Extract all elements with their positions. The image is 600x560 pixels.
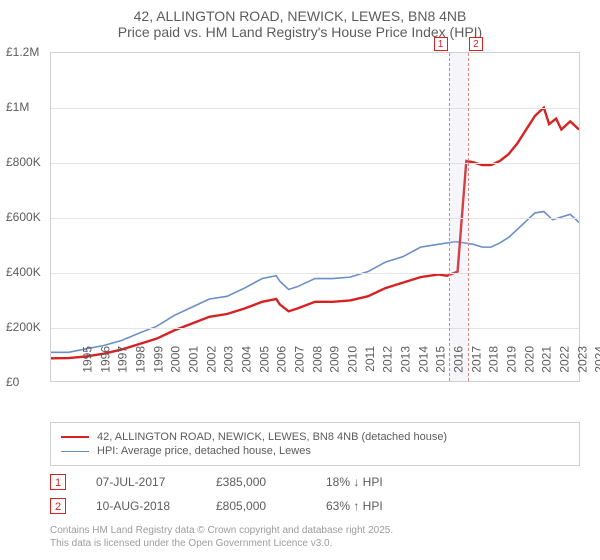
x-axis-label: 2014 [416,346,430,373]
x-axis-label: 2023 [575,346,589,373]
x-axis-label: 1997 [116,346,130,373]
y-axis-label: £200K [6,320,41,334]
sale-date: 10-AUG-2018 [96,499,186,513]
legend-label: 42, ALLINGTON ROAD, NEWICK, LEWES, BN8 4… [97,431,447,443]
x-axis-label: 1996 [98,346,112,373]
x-axis-label: 1999 [151,346,165,373]
sale-marker-2: 2 [469,37,483,51]
sale-row: 1 07-JUL-2017 £385,000 18% ↓ HPI [50,474,580,490]
legend-row: HPI: Average price, detached house, Lewe… [61,445,569,457]
footer: Contains HM Land Registry data © Crown c… [50,524,580,550]
sale-row-marker: 1 [50,474,66,490]
y-axis-label: £800K [6,155,41,169]
x-axis-label: 2010 [346,346,360,373]
sale-row-marker: 2 [50,498,66,514]
x-axis-label: 2024 [593,346,600,373]
x-axis-label: 2008 [310,346,324,373]
sale-diff: 63% ↑ HPI [326,499,426,513]
x-axis-label: 2018 [487,346,501,373]
legend-swatch [61,451,89,452]
x-axis-label: 2021 [540,346,554,373]
x-axis-label: 1995 [81,346,95,373]
x-axis-label: 2015 [434,346,448,373]
sale-price: £805,000 [216,499,296,513]
footer-line1: Contains HM Land Registry data © Crown c… [50,524,580,537]
sale-date: 07-JUL-2017 [96,475,186,489]
chart-area: 12 [50,52,580,382]
footer-line2: This data is licensed under the Open Gov… [50,537,580,550]
x-axis-label: 2005 [257,346,271,373]
x-axis-label: 2009 [328,346,342,373]
y-axis-label: £1.2M [6,45,39,59]
x-axis-label: 2007 [293,346,307,373]
sale-row: 2 10-AUG-2018 £805,000 63% ↑ HPI [50,498,580,514]
chart-plot [51,53,579,381]
title-main: 42, ALLINGTON ROAD, NEWICK, LEWES, BN8 4… [10,8,590,24]
x-axis-label: 2022 [558,346,572,373]
sale-diff: 18% ↓ HPI [326,475,426,489]
x-axis-label: 2002 [204,346,218,373]
x-axis-label: 2006 [275,346,289,373]
y-axis-label: £0 [6,375,19,389]
y-axis-label: £600K [6,210,41,224]
x-axis-label: 2000 [169,346,183,373]
y-axis-label: £1M [6,100,29,114]
legend-label: HPI: Average price, detached house, Lewe… [97,445,311,457]
x-axis-label: 2019 [505,346,519,373]
x-axis-label: 2004 [240,346,254,373]
legend: 42, ALLINGTON ROAD, NEWICK, LEWES, BN8 4… [50,422,580,466]
x-axis-label: 2020 [522,346,536,373]
y-axis-label: £400K [6,265,41,279]
x-axis-label: 2017 [469,346,483,373]
x-axis-label: 2012 [381,346,395,373]
sale-price: £385,000 [216,475,296,489]
x-axis-label: 2013 [399,346,413,373]
legend-row: 42, ALLINGTON ROAD, NEWICK, LEWES, BN8 4… [61,431,569,443]
x-axis-label: 2003 [222,346,236,373]
title-sub: Price paid vs. HM Land Registry's House … [10,24,590,40]
x-axis-label: 2016 [452,346,466,373]
sale-marker-1: 1 [434,37,448,51]
x-axis-label: 2001 [187,346,201,373]
series-price-paid [51,108,579,359]
legend-swatch [61,436,89,438]
x-axis-label: 2011 [362,346,376,372]
series-hpi [51,212,579,353]
x-axis-label: 1998 [134,346,148,373]
